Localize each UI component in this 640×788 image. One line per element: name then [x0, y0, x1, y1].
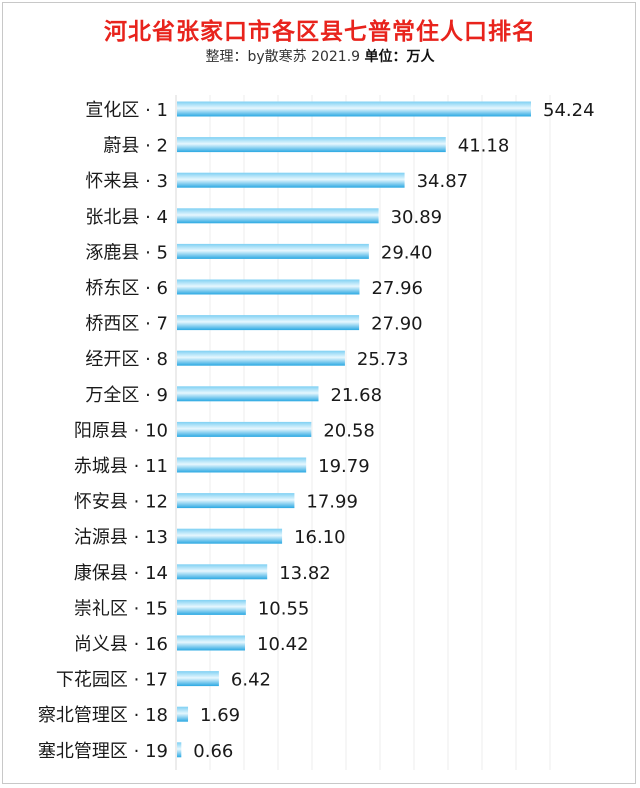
value-label: 0.66 [193, 741, 233, 762]
value-label: 6.42 [231, 670, 271, 691]
category-label: 怀安县 · 12 [74, 492, 168, 513]
value-label: 41.18 [458, 136, 510, 157]
value-label: 30.89 [391, 207, 443, 228]
category-label: 宣化区 · 1 [85, 100, 168, 121]
bar [177, 279, 360, 295]
bar [177, 137, 446, 153]
bars: 宣化区 · 1 54.24 蔚县 · 2 41.18 怀来县 · 3 34.87 张北县 ·… [38, 100, 595, 762]
value-label: 13.82 [279, 563, 331, 584]
subtitle-credit: 整理：by散寒苏 2021.9 [205, 49, 361, 65]
category-label: 康保县 · 14 [74, 563, 168, 584]
value-label: 34.87 [417, 171, 469, 192]
value-label: 17.99 [306, 492, 358, 513]
category-label: 张北县 · 4 [85, 207, 168, 228]
bar [177, 243, 369, 259]
category-label: 塞北管理区 · 19 [38, 741, 168, 762]
value-label: 16.10 [294, 527, 346, 548]
category-label: 蔚县 · 2 [103, 136, 168, 157]
value-label: 25.73 [357, 349, 409, 370]
value-label: 21.68 [330, 385, 382, 406]
bar [177, 706, 189, 722]
bar [177, 421, 312, 437]
bar [177, 386, 319, 402]
category-label: 赤城县 · 11 [74, 456, 168, 477]
category-label: 涿鹿县 · 5 [85, 242, 168, 263]
category-label: 桥东区 · 6 [85, 278, 168, 299]
value-label: 54.24 [543, 100, 595, 121]
chart-subtitle: 整理：by散寒苏 2021.9 单位：万人 [0, 46, 640, 66]
bar [177, 101, 531, 117]
bar [177, 208, 379, 224]
chart-title: 河北省张家口市各区县七普常住人口排名 [104, 19, 536, 45]
category-label: 桥西区 · 7 [85, 314, 168, 335]
category-label: 察北管理区 · 18 [38, 705, 168, 726]
value-label: 1.69 [200, 705, 240, 726]
category-label: 崇礼区 · 15 [74, 598, 168, 619]
value-label: 10.55 [258, 598, 310, 619]
bar [177, 599, 246, 615]
category-label: 沽源县 · 13 [74, 527, 168, 548]
value-label: 27.90 [371, 314, 423, 335]
value-label: 27.96 [371, 278, 423, 299]
bar [177, 315, 360, 331]
value-label: 29.40 [381, 242, 433, 263]
bar [177, 528, 283, 544]
category-label: 经开区 · 8 [85, 349, 168, 370]
bar [177, 457, 307, 473]
category-label: 下花园区 · 17 [56, 670, 168, 691]
bar [177, 671, 219, 687]
bar [177, 564, 268, 580]
category-label: 怀来县 · 3 [85, 171, 168, 192]
bar [177, 172, 405, 188]
category-label: 尚义县 · 16 [74, 634, 168, 655]
bar [177, 635, 246, 651]
category-label: 万全区 · 9 [85, 385, 168, 406]
value-label: 10.42 [257, 634, 309, 655]
subtitle-unit: 单位：万人 [364, 49, 435, 65]
value-label: 20.58 [323, 420, 375, 441]
category-label: 阳原县 · 10 [74, 420, 168, 441]
value-label: 19.79 [318, 456, 370, 477]
bar [177, 742, 182, 758]
bar [177, 350, 345, 366]
bar [177, 493, 295, 509]
